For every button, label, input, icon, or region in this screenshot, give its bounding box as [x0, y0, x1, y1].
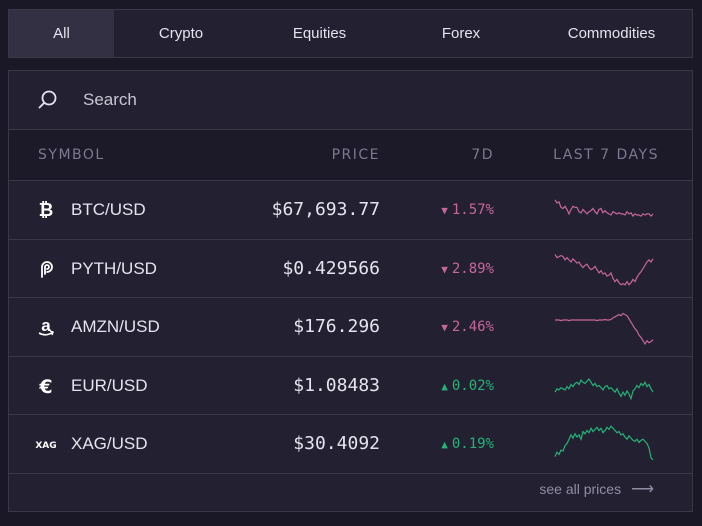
- change-percent: 2.89%: [451, 260, 494, 277]
- price-value: $176.296: [293, 316, 380, 337]
- sparkline-path: [555, 312, 654, 346]
- column-header-price[interactable]: PRICE: [331, 147, 380, 163]
- up-arrow-icon: ▲: [441, 379, 448, 393]
- down-arrow-icon: ▼: [441, 204, 448, 217]
- asset-class-tabs: All Crypto Equities Forex Commodities: [8, 9, 693, 58]
- svg-text:€: €: [38, 376, 52, 396]
- euro-icon: €: [35, 376, 57, 396]
- price-value: $0.429566: [282, 257, 380, 279]
- sparkline-chart: [554, 253, 654, 286]
- sparkline-chart: [554, 199, 654, 218]
- column-header-symbol[interactable]: SYMBOL: [38, 147, 105, 163]
- table-row[interactable]: € EUR/USD $1.08483 ▲ 0.02%: [9, 357, 692, 415]
- table-row[interactable]: a AMZN/USD $176.296 ▼ 2.46%: [9, 298, 692, 357]
- tab-crypto[interactable]: Crypto: [158, 25, 204, 42]
- price-panel: SYMBOL PRICE 7D LAST 7 DAYS ₿ BTC/USD $6…: [8, 70, 693, 512]
- up-arrow-icon: ▲: [441, 438, 448, 451]
- svg-text:a: a: [41, 317, 51, 335]
- see-all-prices-link[interactable]: see all prices ⟶: [539, 479, 654, 499]
- symbol-label: BTC/USD: [71, 200, 146, 219]
- change-percent: 2.46%: [451, 319, 494, 335]
- change-value: ▼ 1.57%: [441, 202, 494, 218]
- table-row[interactable]: XAG XAG/USD $30.4092 ▲ 0.19%: [9, 415, 692, 474]
- column-header-7d[interactable]: 7D: [471, 147, 494, 163]
- sparkline-chart: [554, 425, 654, 461]
- svg-text:₿: ₿: [39, 200, 54, 220]
- arrow-right-icon: ⟶: [631, 481, 654, 498]
- change-percent: 0.19%: [451, 436, 494, 452]
- see-all-prices-label: see all prices: [539, 481, 622, 497]
- sparkline-path: [554, 425, 654, 461]
- column-header-last-7-days: LAST 7 DAYS: [553, 147, 659, 163]
- sparkline-chart: [555, 312, 654, 346]
- symbol-label: AMZN/USD: [71, 317, 160, 336]
- change-value: ▲ 0.02%: [441, 378, 494, 394]
- bitcoin-icon: ₿: [35, 200, 57, 220]
- change-value: ▼ 2.46%: [441, 319, 494, 335]
- down-arrow-icon: ▼: [441, 321, 448, 334]
- symbol-label: XAG/USD: [71, 434, 148, 453]
- table-header: SYMBOL PRICE 7D LAST 7 DAYS: [9, 130, 692, 181]
- sparkline-path: [554, 377, 654, 400]
- tab-forex[interactable]: Forex: [441, 25, 481, 42]
- price-value: $30.4092: [293, 433, 380, 454]
- tab-commodities[interactable]: Commodities: [567, 25, 656, 42]
- change-value: ▼ 2.89%: [441, 261, 494, 277]
- amazon-icon: a: [35, 317, 57, 337]
- down-arrow-icon: ▼: [441, 262, 448, 276]
- silver-icon: XAG: [35, 434, 57, 454]
- change-percent: 0.02%: [451, 377, 494, 394]
- symbol-label: EUR/USD: [71, 375, 148, 395]
- table-row[interactable]: PYTH/USD $0.429566 ▼ 2.89%: [9, 240, 692, 298]
- tab-all[interactable]: All: [9, 10, 114, 57]
- symbol-label: PYTH/USD: [71, 258, 157, 278]
- table-row[interactable]: ₿ BTC/USD $67,693.77 ▼ 1.57%: [9, 181, 692, 240]
- price-value: $1.08483: [293, 374, 380, 396]
- svg-text:XAG: XAG: [35, 441, 56, 451]
- change-percent: 1.57%: [451, 202, 494, 218]
- pyth-icon: [35, 259, 57, 279]
- search-bar: [9, 71, 692, 130]
- search-icon: [38, 90, 57, 109]
- sparkline-chart: [554, 377, 654, 400]
- search-input[interactable]: [81, 89, 485, 111]
- table-body: ₿ BTC/USD $67,693.77 ▼ 1.57% PYTH/USD $0.…: [9, 181, 692, 474]
- price-value: $67,693.77: [271, 199, 380, 220]
- change-value: ▲ 0.19%: [441, 436, 494, 452]
- sparkline-path: [554, 253, 654, 286]
- sparkline-path: [554, 199, 654, 218]
- tab-equities[interactable]: Equities: [292, 25, 347, 42]
